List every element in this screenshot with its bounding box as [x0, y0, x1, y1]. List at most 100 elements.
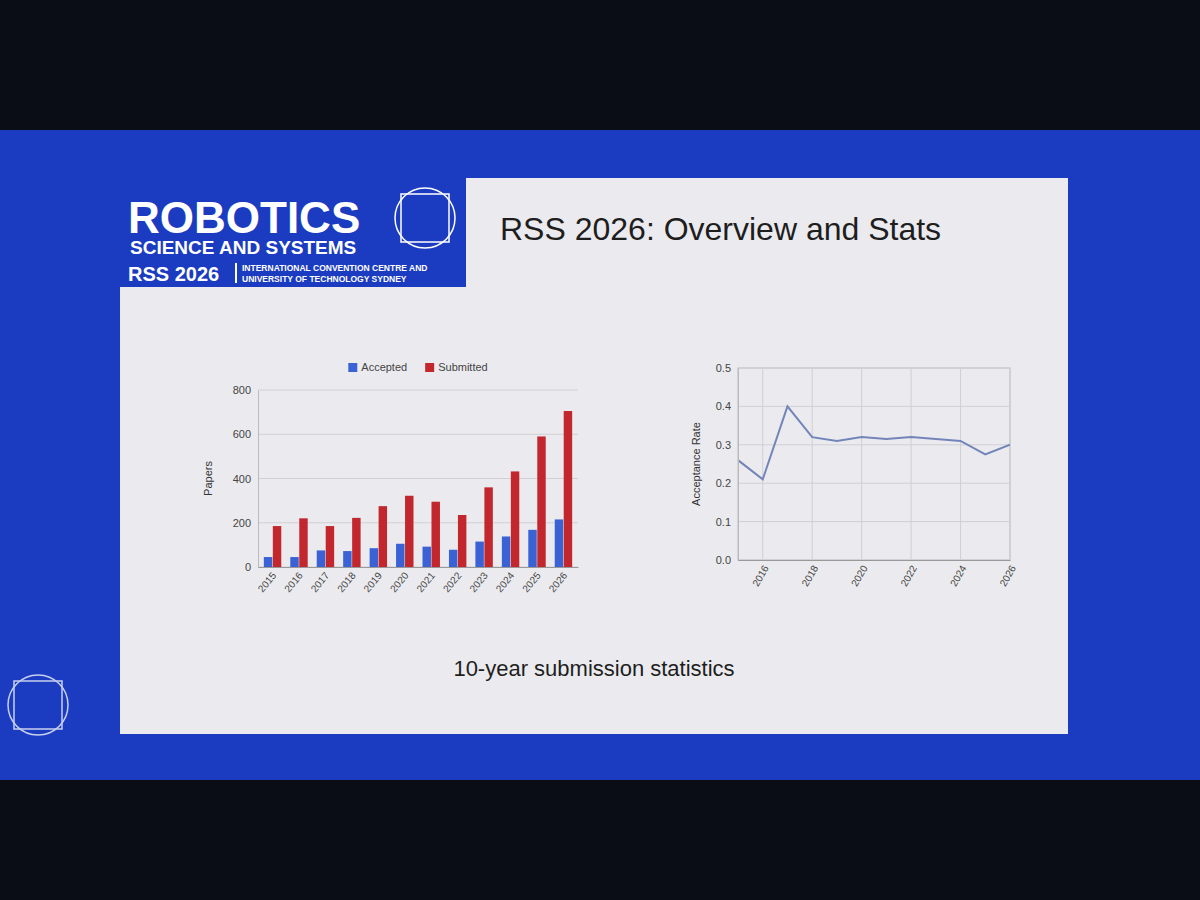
tick-label: 400: [233, 473, 251, 485]
line-chart: 0.00.10.20.30.40.52016201820202022202420…: [690, 362, 1018, 588]
tick: 2017: [309, 570, 332, 594]
bar: [273, 526, 281, 567]
tick: 2020: [849, 560, 870, 588]
grid-line: [762, 368, 763, 560]
tick-label: 200: [233, 517, 251, 529]
tick: 600: [233, 428, 258, 440]
tick: 2024: [494, 570, 517, 594]
tick-label: 2020: [849, 563, 870, 588]
legend-item: Submitted: [425, 361, 488, 373]
tick: 2022: [441, 570, 464, 594]
grid-line: [738, 560, 1010, 561]
tick-label: 2026: [547, 570, 570, 594]
tick: 2016: [282, 570, 305, 594]
bar: [264, 557, 272, 567]
tick: 2021: [414, 570, 437, 594]
logo-icon: [8, 675, 68, 735]
bar: [475, 542, 483, 567]
plot-frame: [738, 368, 1010, 560]
bar-chart: 0200400600800201520162017201820192020202…: [202, 361, 579, 594]
bar: [458, 515, 466, 567]
legend-item: Accepted: [348, 361, 407, 373]
separator: [235, 263, 237, 283]
tick-label: 2025: [520, 570, 543, 594]
slide-title: RSS 2026: Overview and Stats: [500, 211, 941, 247]
legend-label: Accepted: [361, 361, 407, 373]
tick: 0.1: [716, 516, 738, 528]
bar: [343, 551, 351, 567]
bar: [396, 544, 404, 567]
bar: [537, 436, 545, 567]
bar: [502, 536, 510, 567]
tick-label: 2024: [948, 563, 969, 588]
bar: [555, 519, 563, 567]
grid: [258, 390, 578, 567]
tick-label: 2018: [800, 563, 821, 588]
bar: [405, 496, 413, 567]
tick: 2026: [547, 570, 570, 594]
caption: 10-year submission statistics: [453, 656, 734, 681]
tick-label: 0.3: [716, 439, 731, 451]
tick: 2023: [467, 570, 490, 594]
tick: 0.0: [716, 554, 738, 566]
y-axis: 0.0 0.1 0.2 0.3 0.4 0.5: [716, 362, 739, 566]
tick: 800: [233, 384, 258, 396]
logo-icon: [395, 188, 455, 248]
x-axis: 2016 2018 2020 2022 2024 2026: [739, 560, 1019, 588]
bar: [326, 526, 334, 567]
bar: [431, 502, 439, 567]
tick-label: 2026: [997, 563, 1018, 588]
tick-label: 2019: [361, 570, 384, 594]
tick: 2015: [256, 570, 279, 594]
tick: 0.2: [716, 477, 738, 489]
grid-line: [738, 368, 1010, 369]
bar-series: [273, 411, 572, 567]
tick: 2020: [388, 570, 411, 594]
grid: [738, 368, 1010, 560]
grid-line: [738, 406, 1010, 407]
icon-circle: [395, 188, 455, 248]
event: RSS 2026: [128, 263, 219, 285]
tick: 2025: [520, 570, 543, 594]
tick-label: 2024: [494, 570, 517, 594]
bar: [299, 518, 307, 567]
tick-label: 2020: [388, 570, 411, 594]
tick: 0.5: [716, 362, 738, 374]
tick-label: 2022: [898, 563, 919, 588]
tick: 200: [233, 517, 258, 529]
grid-line: [861, 368, 862, 560]
tick: 0.3: [716, 439, 738, 451]
slide-photo: ROBOTICSSCIENCE AND SYSTEMSRSS 2026INTER…: [0, 0, 1200, 900]
background: [0, 0, 1200, 900]
axis-line: [259, 567, 579, 568]
tick-label: 2017: [309, 570, 332, 594]
bar: [564, 411, 572, 567]
bars: [264, 411, 572, 567]
lines: [738, 406, 1010, 479]
logo-subtitle: SCIENCE AND SYSTEMS: [130, 237, 356, 258]
legend-label: Submitted: [438, 361, 488, 373]
legend-swatch: [425, 363, 434, 372]
tick: 0: [245, 561, 258, 573]
bar: [379, 506, 387, 567]
tick: 2019: [361, 570, 384, 594]
tick-label: 2022: [441, 570, 464, 594]
axis-line: [258, 391, 259, 568]
tick-label: 0.4: [716, 400, 731, 412]
tick-label: 600: [233, 428, 251, 440]
grid-line: [258, 478, 578, 479]
tick-label: 2016: [750, 563, 771, 588]
screen-band: [0, 130, 1200, 780]
logo-block: [120, 175, 466, 287]
grid-line: [1010, 368, 1011, 560]
tick-label: 2021: [414, 570, 437, 594]
grid-line: [738, 483, 1010, 484]
tick-label: 0.0: [716, 554, 731, 566]
bar: [528, 530, 536, 567]
tick-label: 2015: [256, 570, 279, 594]
tick-label: 2018: [335, 570, 358, 594]
bar: [511, 471, 519, 567]
axis-line: [739, 560, 1011, 561]
axis-title: Papers: [202, 461, 214, 496]
tick-label: 0.2: [716, 477, 731, 489]
